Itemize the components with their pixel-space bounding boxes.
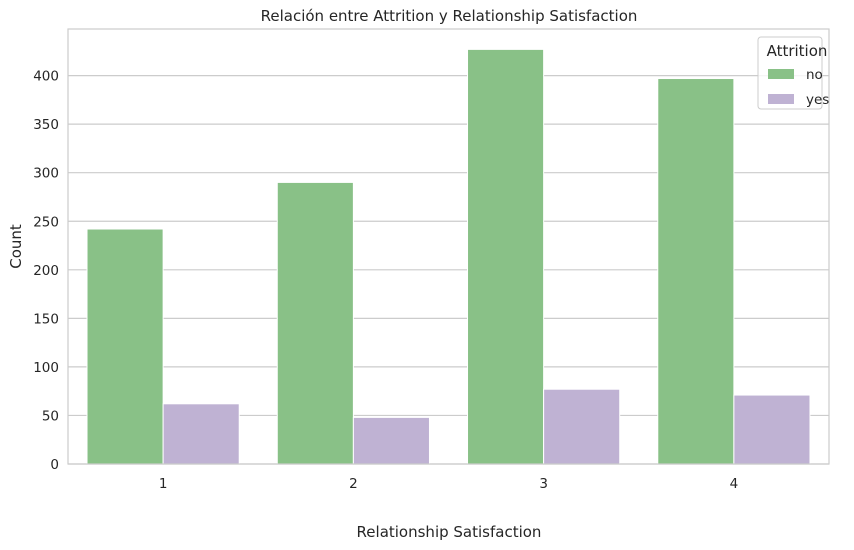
x-tick-label: 4 bbox=[730, 476, 739, 492]
y-tick-label: 100 bbox=[33, 360, 59, 376]
x-tick-label: 2 bbox=[349, 476, 358, 492]
y-tick-label: 200 bbox=[33, 263, 59, 279]
bars bbox=[86, 48, 811, 465]
y-tick-label: 400 bbox=[33, 69, 59, 85]
bar-no-2 bbox=[276, 181, 354, 465]
bar-yes-3 bbox=[543, 388, 621, 465]
bar-yes-4 bbox=[733, 394, 811, 465]
bar-no-4 bbox=[657, 78, 735, 465]
x-axis-label: Relationship Satisfaction bbox=[357, 523, 542, 541]
y-tick-label: 150 bbox=[33, 311, 59, 327]
y-axis-label: Count bbox=[7, 224, 25, 269]
legend-title: Attrition bbox=[767, 42, 828, 60]
y-tick-label: 50 bbox=[42, 408, 59, 424]
bar-no-3 bbox=[467, 48, 545, 465]
bar-yes-2 bbox=[352, 416, 430, 465]
chart-title: Relación entre Attrition y Relationship … bbox=[261, 7, 638, 25]
bar-yes-1 bbox=[162, 403, 240, 465]
x-ticks: 1 2 3 4 bbox=[159, 476, 738, 492]
bar-no-1 bbox=[86, 228, 164, 465]
legend-swatch-yes bbox=[768, 94, 794, 104]
y-ticks: 0 50 100 150 200 250 300 350 400 bbox=[33, 69, 59, 473]
y-tick-label: 0 bbox=[50, 457, 59, 473]
plot-frame bbox=[67, 28, 830, 465]
legend-label-yes: yes bbox=[806, 92, 829, 108]
x-tick-label: 3 bbox=[539, 476, 548, 492]
y-tick-label: 300 bbox=[33, 166, 59, 182]
legend: Attrition no yes bbox=[757, 36, 829, 110]
legend-swatch-no bbox=[768, 69, 794, 79]
x-tick-label: 1 bbox=[159, 476, 168, 492]
legend-label-no: no bbox=[806, 67, 823, 83]
y-tick-label: 350 bbox=[33, 117, 59, 133]
y-tick-label: 250 bbox=[33, 214, 59, 230]
